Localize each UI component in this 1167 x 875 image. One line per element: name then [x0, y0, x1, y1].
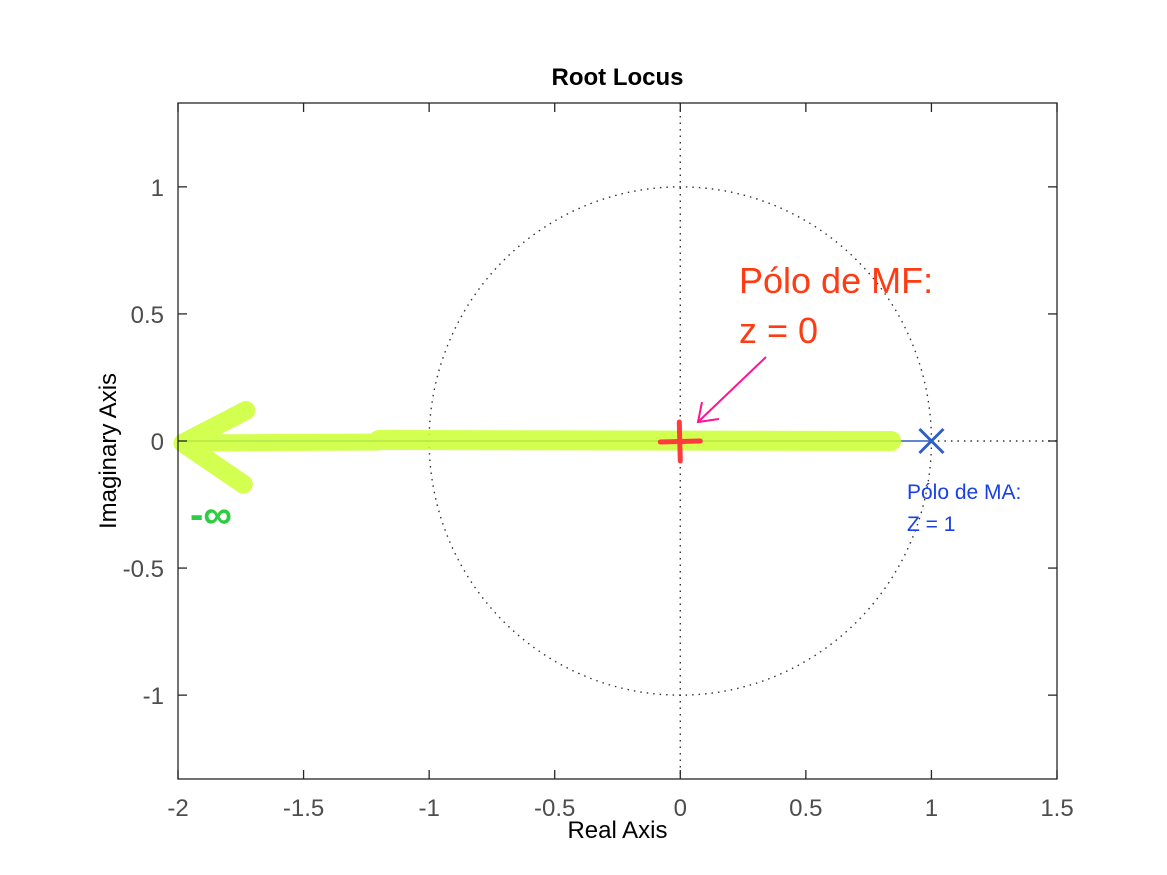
- arrow-head: [696, 401, 720, 424]
- mf-annotation-arrow: [696, 356, 767, 424]
- pole-x-stroke: [918, 427, 945, 455]
- locus-highlight-stroke: [368, 430, 902, 451]
- x-tick-label: -2: [167, 795, 188, 822]
- y-axis-label: Imaginary Axis: [95, 373, 122, 529]
- x-tick-label: 0.5: [789, 795, 822, 822]
- y-tick-label: 1: [151, 175, 164, 202]
- ma-annotation-line2: Z = 1: [907, 513, 955, 536]
- closed-loop-pole-marker: [657, 419, 703, 464]
- x-tick-label: -1: [418, 795, 439, 822]
- x-tick-label: 1.5: [1040, 795, 1073, 822]
- ma-annotation-line1: Pólo de MA:: [907, 481, 1021, 504]
- y-tick-label: 0.5: [131, 302, 164, 329]
- y-tick-label: 0: [151, 429, 164, 456]
- arrow-shaft: [697, 356, 767, 423]
- chart-title: Root Locus: [552, 64, 684, 91]
- pole-plus-stroke: [676, 419, 683, 464]
- mf-annotation-line2: z = 0: [739, 310, 818, 351]
- locus-highlight-stroke: [174, 433, 388, 452]
- x-axis-label: Real Axis: [567, 817, 667, 844]
- arrowhead-upper-stroke: [173, 401, 256, 453]
- y-tick-label: -1: [143, 683, 164, 710]
- x-tick-label: -0.5: [534, 795, 575, 822]
- x-axis-ticks: -2 -1.5 -1 -0.5 0 0.5 1 1.5: [167, 103, 1074, 822]
- locus-highlight: [173, 401, 902, 494]
- x-tick-label: -1.5: [283, 795, 324, 822]
- x-tick-label: 0: [674, 795, 687, 822]
- y-tick-label: -0.5: [123, 556, 164, 583]
- open-loop-pole-marker: [918, 427, 945, 455]
- mf-annotation-line1: Pólo de MF:: [739, 260, 933, 301]
- arrowhead-lower-stroke: [173, 433, 253, 494]
- y-axis-ticks: -1 -0.5 0 0.5 1: [123, 175, 1057, 710]
- x-tick-label: 1: [925, 795, 938, 822]
- negative-infinity-label: -∞: [190, 493, 232, 537]
